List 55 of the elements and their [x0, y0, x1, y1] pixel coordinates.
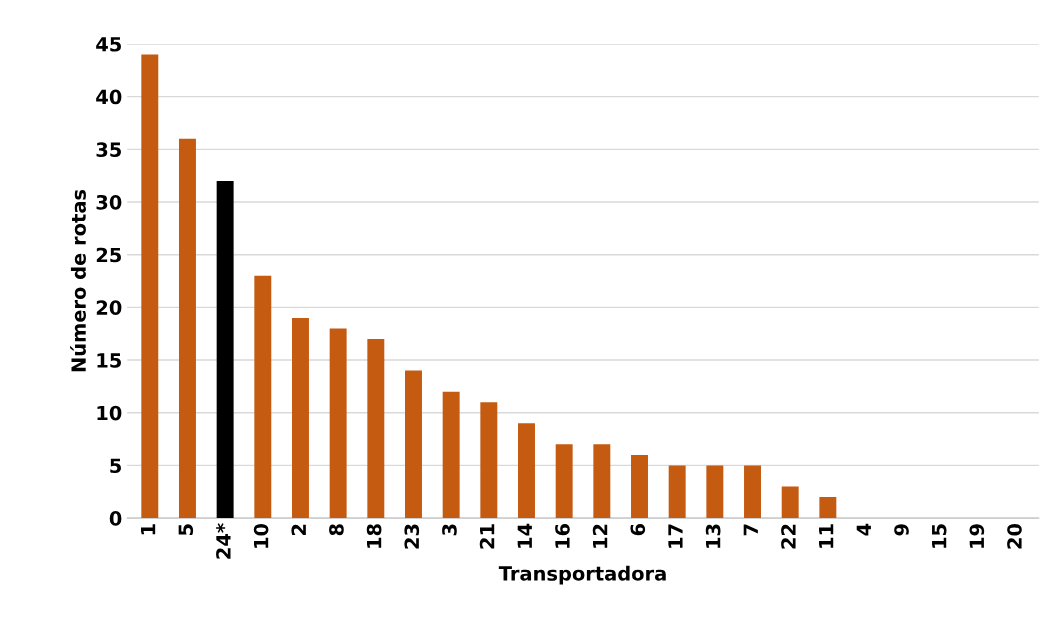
bar — [254, 275, 272, 519]
bar — [179, 138, 196, 519]
x-axis-title: Transportadora — [498, 565, 666, 585]
y-tick-label: 15 — [97, 353, 121, 368]
bar — [819, 497, 837, 519]
y-axis-title: Número de rotas — [70, 189, 86, 372]
x-tick-label: 5 — [178, 524, 194, 535]
y-tick-label: 0 — [109, 511, 122, 526]
x-tick-label: 15 — [932, 524, 947, 548]
y-tick-label: 45 — [96, 37, 121, 52]
bar — [367, 338, 385, 519]
x-tick-label: 17 — [668, 524, 683, 548]
x-tick-label: 14 — [517, 523, 532, 548]
bar — [216, 180, 234, 519]
x-tick-label: 11 — [819, 524, 834, 548]
y-tick-label: 35 — [96, 142, 121, 157]
x-tick-label: 1 — [140, 524, 156, 535]
x-tick-label: 13 — [705, 524, 721, 548]
bar — [744, 465, 761, 519]
bar — [141, 54, 159, 519]
bar — [668, 465, 686, 519]
x-tick-label: 7 — [743, 524, 758, 536]
y-tick-label: 25 — [96, 247, 121, 263]
x-tick-label: 22 — [781, 524, 796, 549]
bar — [631, 454, 648, 519]
x-tick-label: 6 — [630, 524, 646, 536]
x-tick-label: 19 — [969, 524, 985, 548]
bar — [555, 444, 573, 519]
x-tick-label: 23 — [404, 524, 420, 549]
x-tick-label: 24* — [216, 523, 231, 559]
y-tick-label: 20 — [96, 300, 122, 316]
x-tick-label: 18 — [366, 524, 382, 548]
x-tick-label: 9 — [894, 524, 909, 536]
x-tick-label: 4 — [856, 523, 871, 536]
x-tick-label: 3 — [442, 524, 457, 536]
bar — [593, 444, 611, 519]
bar — [442, 391, 460, 519]
bar — [781, 486, 799, 519]
y-tick-label: 40 — [96, 89, 122, 105]
y-tick-label: 30 — [96, 194, 122, 210]
bar — [292, 317, 309, 519]
bar — [706, 465, 724, 519]
bar — [405, 370, 422, 519]
x-tick-label: 10 — [253, 523, 269, 548]
bar — [518, 423, 535, 519]
x-tick-label: 20 — [1007, 523, 1022, 549]
x-tick-label: 21 — [479, 524, 495, 549]
x-tick-label: 12 — [592, 524, 608, 548]
x-tick-label: 16 — [555, 524, 570, 548]
y-tick-label: 5 — [110, 458, 121, 474]
y-tick-label: 10 — [97, 405, 122, 421]
bar — [329, 328, 347, 519]
x-tick-label: 8 — [329, 524, 344, 536]
bar — [480, 402, 498, 519]
x-tick-label: 2 — [291, 524, 306, 535]
